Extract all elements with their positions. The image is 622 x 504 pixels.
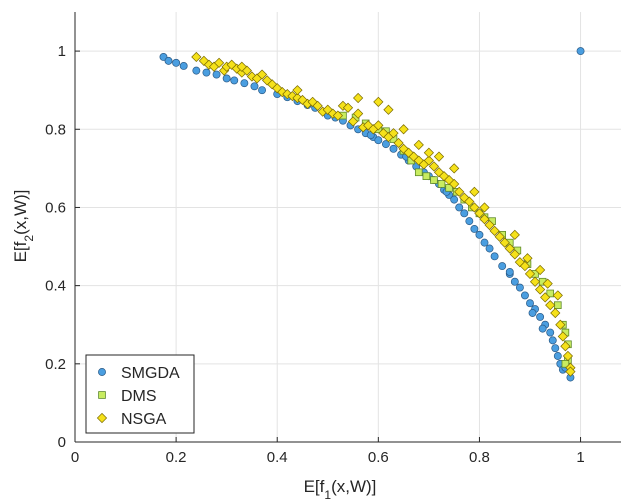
legend-label-nsga: NSGA: [121, 411, 167, 428]
data-point-smgda: [165, 57, 172, 64]
data-point-smgda: [213, 71, 220, 78]
data-point-smgda: [231, 77, 238, 84]
y-tick-label: 0: [58, 434, 66, 451]
data-point-smgda: [521, 292, 528, 299]
x-tick-label: 1: [576, 449, 584, 466]
y-tick-label: 0.2: [45, 356, 66, 373]
data-point-smgda: [491, 253, 498, 260]
data-point-smgda: [251, 83, 258, 90]
x-tick-label: 0.8: [469, 449, 490, 466]
data-point-smgda: [375, 137, 382, 144]
data-point-smgda: [526, 300, 533, 307]
y-tick-label: 0.6: [45, 199, 66, 216]
data-point-dms: [423, 173, 430, 180]
data-point-smgda: [461, 210, 468, 217]
legend-marker-dms: [99, 392, 106, 399]
data-point-smgda: [193, 67, 200, 74]
data-point-smgda: [241, 80, 248, 87]
x-tick-label: 0.6: [368, 449, 389, 466]
legend-label-dms: DMS: [121, 388, 157, 405]
data-point-smgda: [577, 47, 584, 54]
data-point-smgda: [486, 245, 493, 252]
x-tick-label: 0.4: [267, 449, 288, 466]
data-point-smgda: [537, 313, 544, 320]
data-point-smgda: [223, 75, 230, 82]
x-axis-label: E[f1(x,W)]: [304, 477, 377, 499]
data-point-smgda: [451, 196, 458, 203]
data-point-smgda: [390, 145, 397, 152]
data-point-smgda: [499, 262, 506, 269]
y-tick-label: 1: [58, 43, 66, 60]
data-point-smgda: [466, 218, 473, 225]
legend: SMGDA DMS NSGA: [86, 355, 194, 433]
legend-marker-smgda: [98, 368, 105, 375]
data-point-smgda: [180, 62, 187, 69]
data-point-smgda: [173, 59, 180, 66]
data-point-smgda: [554, 352, 561, 359]
y-axis-label: E[f2(x,W)]: [11, 190, 36, 263]
x-tick-label: 0.2: [166, 449, 187, 466]
data-point-dms: [438, 181, 445, 188]
x-tick-label: 0: [71, 449, 79, 466]
data-point-smgda: [529, 309, 536, 316]
y-tick-label: 0.8: [45, 121, 66, 138]
data-point-smgda: [258, 87, 265, 94]
data-point-smgda: [549, 337, 556, 344]
data-point-smgda: [481, 239, 488, 246]
data-point-smgda: [471, 225, 478, 232]
data-point-smgda: [511, 278, 518, 285]
data-point-smgda: [456, 204, 463, 211]
y-tick-label: 0.4: [45, 278, 66, 295]
data-point-smgda: [516, 284, 523, 291]
data-point-smgda: [506, 268, 513, 275]
data-point-smgda: [203, 69, 210, 76]
data-point-smgda: [476, 231, 483, 238]
data-point-smgda: [547, 329, 554, 336]
data-point-smgda: [552, 345, 559, 352]
data-point-smgda: [539, 325, 546, 332]
data-point-dms: [554, 302, 561, 309]
data-point-dms: [431, 177, 438, 184]
legend-label-smgda: SMGDA: [121, 365, 180, 382]
data-point-dms: [415, 169, 422, 176]
